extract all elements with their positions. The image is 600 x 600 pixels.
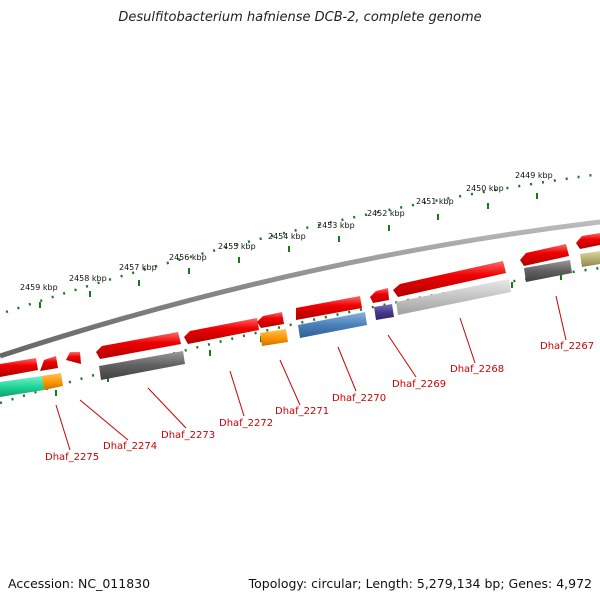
gene-feature[interactable] bbox=[374, 304, 394, 320]
gene-track-inner bbox=[0, 251, 600, 397]
kbp-label: 2458 kbp bbox=[69, 274, 107, 283]
gene-feature[interactable] bbox=[580, 251, 600, 267]
leader-lines bbox=[55, 295, 567, 451]
gene-feature[interactable] bbox=[370, 288, 389, 303]
gene-feature[interactable] bbox=[260, 329, 288, 346]
gene-label: Dhaf_2269 bbox=[392, 379, 446, 390]
map-title: Desulfitobacterium hafniense DCB-2, comp… bbox=[118, 10, 482, 25]
gene-labels: Dhaf_2275 Dhaf_2274 Dhaf_2273 Dhaf_2272 … bbox=[45, 341, 594, 463]
gene-feature[interactable] bbox=[576, 233, 600, 249]
gene-feature[interactable] bbox=[0, 358, 38, 377]
gene-feature[interactable] bbox=[0, 376, 44, 397]
kbp-label: 2453 kbp bbox=[317, 221, 355, 230]
kbp-label: 2455 kbp bbox=[218, 242, 256, 251]
kbp-label: 2459 kbp bbox=[20, 283, 58, 292]
kbp-label: 2457 kbp bbox=[119, 263, 157, 272]
kbp-label: 2452 kbp bbox=[367, 209, 405, 218]
gene-feature[interactable] bbox=[524, 260, 572, 282]
gene-feature[interactable] bbox=[184, 318, 259, 344]
gene-label: Dhaf_2268 bbox=[450, 364, 504, 375]
accession-text: Accession: NC_011830 bbox=[8, 576, 151, 591]
kbp-label: 2454 kbp bbox=[268, 232, 306, 241]
gene-label: Dhaf_2274 bbox=[103, 441, 157, 452]
gene-feature[interactable] bbox=[66, 352, 81, 364]
kbp-label: 2456 kbp bbox=[169, 253, 207, 262]
gene-feature[interactable] bbox=[298, 312, 367, 338]
gene-feature[interactable] bbox=[520, 244, 569, 266]
gene-feature[interactable] bbox=[42, 373, 63, 390]
gene-label: Dhaf_2270 bbox=[332, 393, 386, 404]
gene-feature[interactable] bbox=[396, 279, 511, 315]
gene-label: Dhaf_2272 bbox=[219, 418, 273, 429]
gene-feature[interactable] bbox=[296, 296, 362, 320]
kbp-label: 2450 kbp bbox=[466, 184, 504, 193]
gene-feature[interactable] bbox=[96, 332, 181, 359]
gene-label: Dhaf_2267 bbox=[540, 341, 594, 352]
gene-label: Dhaf_2271 bbox=[275, 406, 329, 417]
genome-summary-text: Topology: circular; Length: 5,279,134 bp… bbox=[248, 576, 592, 591]
gene-track-outer bbox=[0, 233, 600, 377]
gene-feature[interactable] bbox=[40, 356, 58, 371]
kbp-labels: 2459 kbp 2458 kbp 2457 kbp 2456 kbp 2455… bbox=[20, 171, 553, 292]
outer-ruler bbox=[5, 172, 600, 314]
kbp-label: 2451 kbp bbox=[416, 197, 454, 206]
gene-feature[interactable] bbox=[257, 312, 284, 328]
gene-label: Dhaf_2273 bbox=[161, 430, 215, 441]
gene-feature[interactable] bbox=[393, 261, 506, 297]
gene-feature[interactable] bbox=[99, 351, 185, 380]
genome-backbone bbox=[0, 219, 600, 359]
gene-label: Dhaf_2275 bbox=[45, 452, 99, 463]
kbp-label: 2449 kbp bbox=[515, 171, 553, 180]
